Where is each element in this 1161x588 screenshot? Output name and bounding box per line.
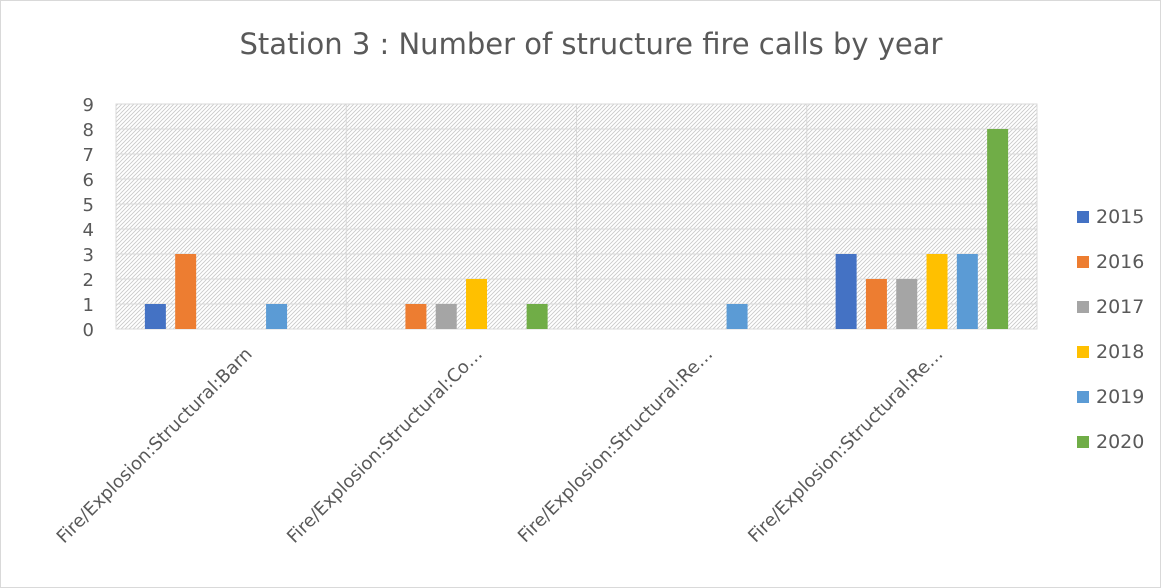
y-tick-label: 0 xyxy=(83,320,94,341)
y-tick-label: 3 xyxy=(83,245,94,266)
legend-swatch xyxy=(1077,301,1089,313)
chart-title: Station 3 : Number of structure fire cal… xyxy=(239,27,943,61)
x-tick-label: Fire/Explosion:Structural:Co… xyxy=(283,344,487,548)
bar-2017-cat-2 xyxy=(435,304,457,329)
bar-2016-cat-2 xyxy=(405,304,427,329)
y-tick-labels: 0 1 2 3 4 5 6 7 8 9 xyxy=(83,95,94,341)
y-tick-label: 6 xyxy=(83,170,94,191)
bar-2016-cat-4 xyxy=(865,279,887,329)
y-tick-label: 9 xyxy=(83,95,94,116)
bar-2015-cat-4 xyxy=(835,254,857,329)
legend-swatch xyxy=(1077,211,1089,223)
x-tick-labels: Fire/Explosion:Structural:Barn Fire/Explo… xyxy=(53,344,948,548)
bars-group xyxy=(144,129,1009,329)
bar-2017-cat-4 xyxy=(896,279,918,329)
legend-label: 2020 xyxy=(1096,431,1145,453)
legend-label: 2018 xyxy=(1096,341,1145,363)
bar-2019-cat-4 xyxy=(956,254,978,329)
bar-2019-cat-3 xyxy=(726,304,748,329)
bar-2018-cat-2 xyxy=(466,279,488,329)
y-tick-label: 4 xyxy=(83,220,94,241)
bar-2020-cat-4 xyxy=(987,129,1009,329)
legend-swatch xyxy=(1077,256,1089,268)
legend-label: 2017 xyxy=(1096,296,1145,318)
bar-2016-cat-1 xyxy=(175,254,197,329)
legend-label: 2019 xyxy=(1096,386,1145,408)
y-tick-label: 1 xyxy=(83,295,94,316)
bar-2018-cat-4 xyxy=(926,254,948,329)
bar-2019-cat-1 xyxy=(266,304,288,329)
legend-swatch xyxy=(1077,346,1089,358)
x-tick-label: Fire/Explosion:Structural:Barn xyxy=(53,344,257,548)
y-tick-label: 7 xyxy=(83,145,94,166)
y-tick-label: 2 xyxy=(83,270,94,291)
x-tick-label: Fire/Explosion:Structural:Re… xyxy=(744,344,947,547)
y-tick-label: 5 xyxy=(83,195,94,216)
bar-2020-cat-2 xyxy=(526,304,548,329)
legend-label: 2015 xyxy=(1096,206,1145,228)
legend-swatch xyxy=(1077,436,1089,448)
legend-label: 2016 xyxy=(1096,251,1145,273)
y-tick-label: 8 xyxy=(83,120,94,141)
bar-2015-cat-1 xyxy=(144,304,166,329)
legend-swatch xyxy=(1077,391,1089,403)
x-tick-label: Fire/Explosion:Structural:Re… xyxy=(514,344,717,547)
